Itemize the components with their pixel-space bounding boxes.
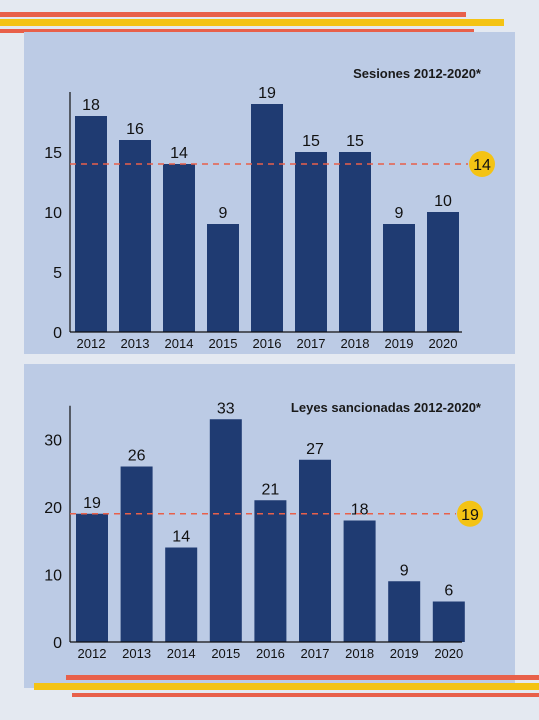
- top-stripe-yellow: [0, 19, 504, 26]
- leyes-value-label: 27: [306, 441, 324, 458]
- sesiones-bar-2013: [119, 140, 151, 332]
- leyes-value-label: 21: [262, 481, 280, 498]
- sesiones-bar-2016: [251, 104, 283, 332]
- sesiones-value-label: 14: [170, 145, 188, 162]
- sesiones-bar-2014: [163, 164, 195, 332]
- sesiones-category-label: 2014: [165, 336, 194, 351]
- sesiones-value-label: 10: [434, 193, 452, 210]
- sesiones-value-label: 9: [395, 205, 404, 222]
- sesiones-y-tick-label: 0: [53, 325, 62, 342]
- leyes-value-label: 18: [351, 502, 369, 519]
- sesiones-value-label: 15: [302, 133, 320, 150]
- leyes-y-tick-label: 20: [44, 500, 62, 517]
- leyes-bar-2019: [388, 581, 421, 642]
- leyes-value-label: 26: [128, 448, 146, 465]
- sesiones-y-tick-label: 15: [44, 145, 62, 162]
- sesiones-category-label: 2017: [297, 336, 326, 351]
- sesiones-chart-title: Sesiones 2012-2020*: [353, 66, 481, 81]
- leyes-category-label: 2020: [434, 646, 463, 661]
- sesiones-value-label: 9: [219, 205, 228, 222]
- bottom-stripe-orange-1: [66, 675, 539, 680]
- sesiones-value-label: 19: [258, 85, 276, 102]
- leyes-average-label: 19: [461, 507, 479, 524]
- sesiones-chart-panel: 18 2012 16 2013 14 2014 9 2015 19 2016 15 2017 15 201…: [24, 32, 515, 354]
- leyes-bar-2016: [254, 500, 287, 642]
- sesiones-bar-2012: [75, 116, 107, 332]
- sesiones-average-badge: [469, 151, 495, 177]
- sesiones-category-label: 2012: [77, 336, 106, 351]
- leyes-bar-2015: [209, 419, 242, 642]
- sesiones-bar-2018: [339, 152, 371, 332]
- bottom-stripe-orange-2: [72, 693, 539, 697]
- sesiones-y-tick-label: 10: [44, 205, 62, 222]
- leyes-value-label: 33: [217, 400, 235, 417]
- sesiones-category-label: 2016: [253, 336, 282, 351]
- sesiones-value-label: 16: [126, 121, 144, 138]
- leyes-value-label: 14: [172, 529, 190, 546]
- leyes-chart-title: Leyes sancionadas 2012-2020*: [290, 400, 481, 415]
- leyes-category-label: 2013: [122, 646, 151, 661]
- sesiones-bar-2017: [295, 152, 327, 332]
- leyes-chart: 19 2012 26 2013 14 2014 33 2015 21 2016 27 2017 18 20…: [44, 400, 483, 661]
- leyes-bar-2020: [432, 601, 465, 642]
- sesiones-category-label: 2018: [341, 336, 370, 351]
- leyes-average-badge: [457, 500, 483, 527]
- leyes-bar-2017: [299, 459, 331, 642]
- sesiones-chart: 18 2012 16 2013 14 2014 9 2015 19 2016 15 2017 15 201…: [44, 85, 495, 351]
- sesiones-value-label: 18: [82, 97, 100, 114]
- leyes-value-label: 19: [83, 495, 101, 512]
- leyes-category-label: 2015: [211, 646, 240, 661]
- sesiones-value-label: 15: [346, 133, 364, 150]
- sesiones-category-label: 2020: [429, 336, 458, 351]
- sesiones-bar-2020: [427, 212, 459, 332]
- leyes-value-label: 9: [400, 562, 409, 579]
- sesiones-y-tick-label: 5: [53, 265, 62, 282]
- leyes-bar-2012: [76, 513, 108, 642]
- sesiones-bar-2015: [207, 224, 239, 332]
- leyes-y-tick-label: 0: [53, 635, 62, 652]
- leyes-category-label: 2019: [390, 646, 419, 661]
- leyes-category-label: 2018: [345, 646, 374, 661]
- leyes-bar-2014: [165, 547, 198, 642]
- top-stripe-orange-1: [0, 12, 466, 17]
- sesiones-average-label: 14: [473, 157, 491, 174]
- leyes-value-label: 6: [444, 583, 453, 600]
- leyes-chart-panel: 19 2012 26 2013 14 2014 33 2015 21 2016 27 2017 18 20…: [24, 364, 515, 688]
- leyes-category-label: 2014: [167, 646, 196, 661]
- leyes-y-tick-label: 10: [44, 568, 62, 585]
- leyes-bar-2013: [120, 466, 153, 642]
- bottom-stripe-yellow: [34, 683, 539, 690]
- sesiones-category-label: 2015: [209, 336, 238, 351]
- leyes-category-label: 2017: [301, 646, 330, 661]
- leyes-category-label: 2012: [78, 646, 107, 661]
- sesiones-category-label: 2013: [121, 336, 150, 351]
- leyes-bar-2018: [343, 520, 376, 642]
- leyes-category-label: 2016: [256, 646, 285, 661]
- top-stripe-orange-2: [0, 29, 474, 33]
- sesiones-category-label: 2019: [385, 336, 414, 351]
- sesiones-bar-2019: [383, 224, 415, 332]
- leyes-y-tick-label: 30: [44, 433, 62, 450]
